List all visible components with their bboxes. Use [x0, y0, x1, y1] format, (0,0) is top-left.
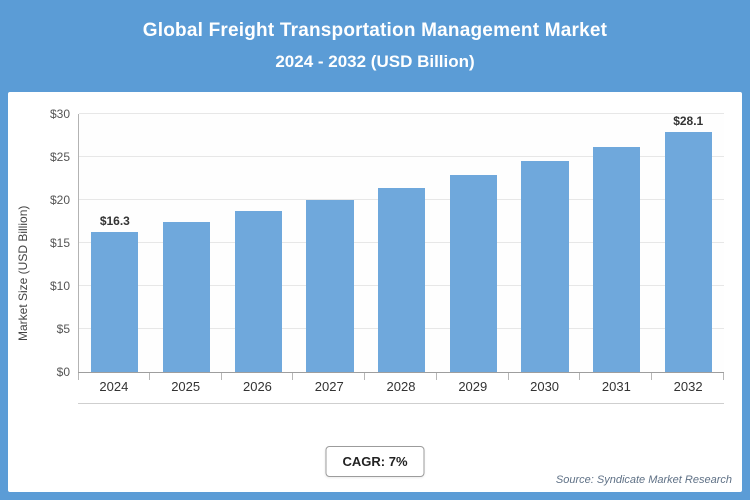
x-tick-label: 2030 — [509, 373, 581, 403]
gridline — [79, 113, 724, 114]
bars: $16.3 $28.1 — [79, 114, 724, 372]
gridline — [79, 156, 724, 157]
bar-slot: $28.1 — [652, 114, 724, 372]
y-axis-title: Market Size (USD Billion) — [16, 205, 30, 341]
bar — [377, 187, 426, 372]
chart-footer: CAGR: 7% Source: Syndicate Market Resear… — [8, 404, 742, 492]
y-tick-label: $10 — [49, 279, 70, 293]
plot-area: $16.3 $28.1 — [78, 113, 724, 372]
bar-value-label: $28.1 — [673, 114, 704, 128]
bar — [592, 146, 641, 372]
chart-subtitle: 2024 - 2032 (USD Billion) — [275, 52, 475, 71]
y-axis: $0 $5 $10 $15 $20 $25 $30 — [38, 107, 78, 379]
bar — [234, 211, 282, 372]
chart-title: Global Freight Transportation Management… — [142, 20, 608, 41]
bar-slot — [366, 114, 438, 372]
x-tick-label: 2032 — [652, 373, 724, 403]
y-tick-label: $5 — [56, 322, 70, 336]
chart-card: Market Size (USD Billion) $0 $5 $10 $15 $20 $… — [8, 92, 742, 492]
x-tick-label: 2024 — [78, 373, 150, 403]
x-tick-label: 2031 — [580, 373, 653, 403]
cagr-badge: CAGR: 7% — [325, 446, 425, 477]
bar — [449, 175, 497, 372]
bar — [162, 221, 211, 372]
bar — [664, 132, 712, 372]
bar — [521, 161, 569, 372]
y-tick-label: $25 — [49, 150, 70, 164]
bar — [306, 200, 354, 372]
y-tick-label: $0 — [56, 365, 70, 379]
x-tick-label: 2026 — [222, 373, 294, 403]
x-tick-label: 2029 — [437, 373, 509, 403]
chart-main: $0 $5 $10 $15 $20 $25 $30 $16.3 $28.1 2024 2025 2… — [38, 107, 724, 404]
bar-slot — [437, 114, 509, 372]
x-tick-label: 2025 — [150, 373, 222, 403]
bar-slot — [581, 114, 653, 372]
chart-header: Global Freight Transportation Management… — [8, 0, 742, 92]
bar-slot — [509, 114, 581, 372]
y-tick-label: $15 — [49, 236, 70, 250]
bar-slot — [222, 114, 294, 372]
bar-value-label: $16.3 — [99, 213, 130, 228]
chart-area: Market Size (USD Billion) $0 $5 $10 $15 $20 $… — [8, 92, 742, 404]
bar — [91, 231, 139, 372]
x-tick-label: 2027 — [293, 373, 365, 403]
y-tick-label: $20 — [49, 193, 70, 207]
source-text: Source: Syndicate Market Research — [555, 474, 732, 486]
y-tick-label: $30 — [49, 107, 70, 121]
bar-slot — [294, 114, 366, 372]
x-tick-label: 2028 — [365, 373, 437, 403]
x-axis: 2024 2025 2026 2027 2028 2029 2030 2031 2032 — [78, 372, 724, 404]
bar-slot: $16.3 — [79, 114, 151, 372]
bar-slot — [151, 114, 223, 372]
